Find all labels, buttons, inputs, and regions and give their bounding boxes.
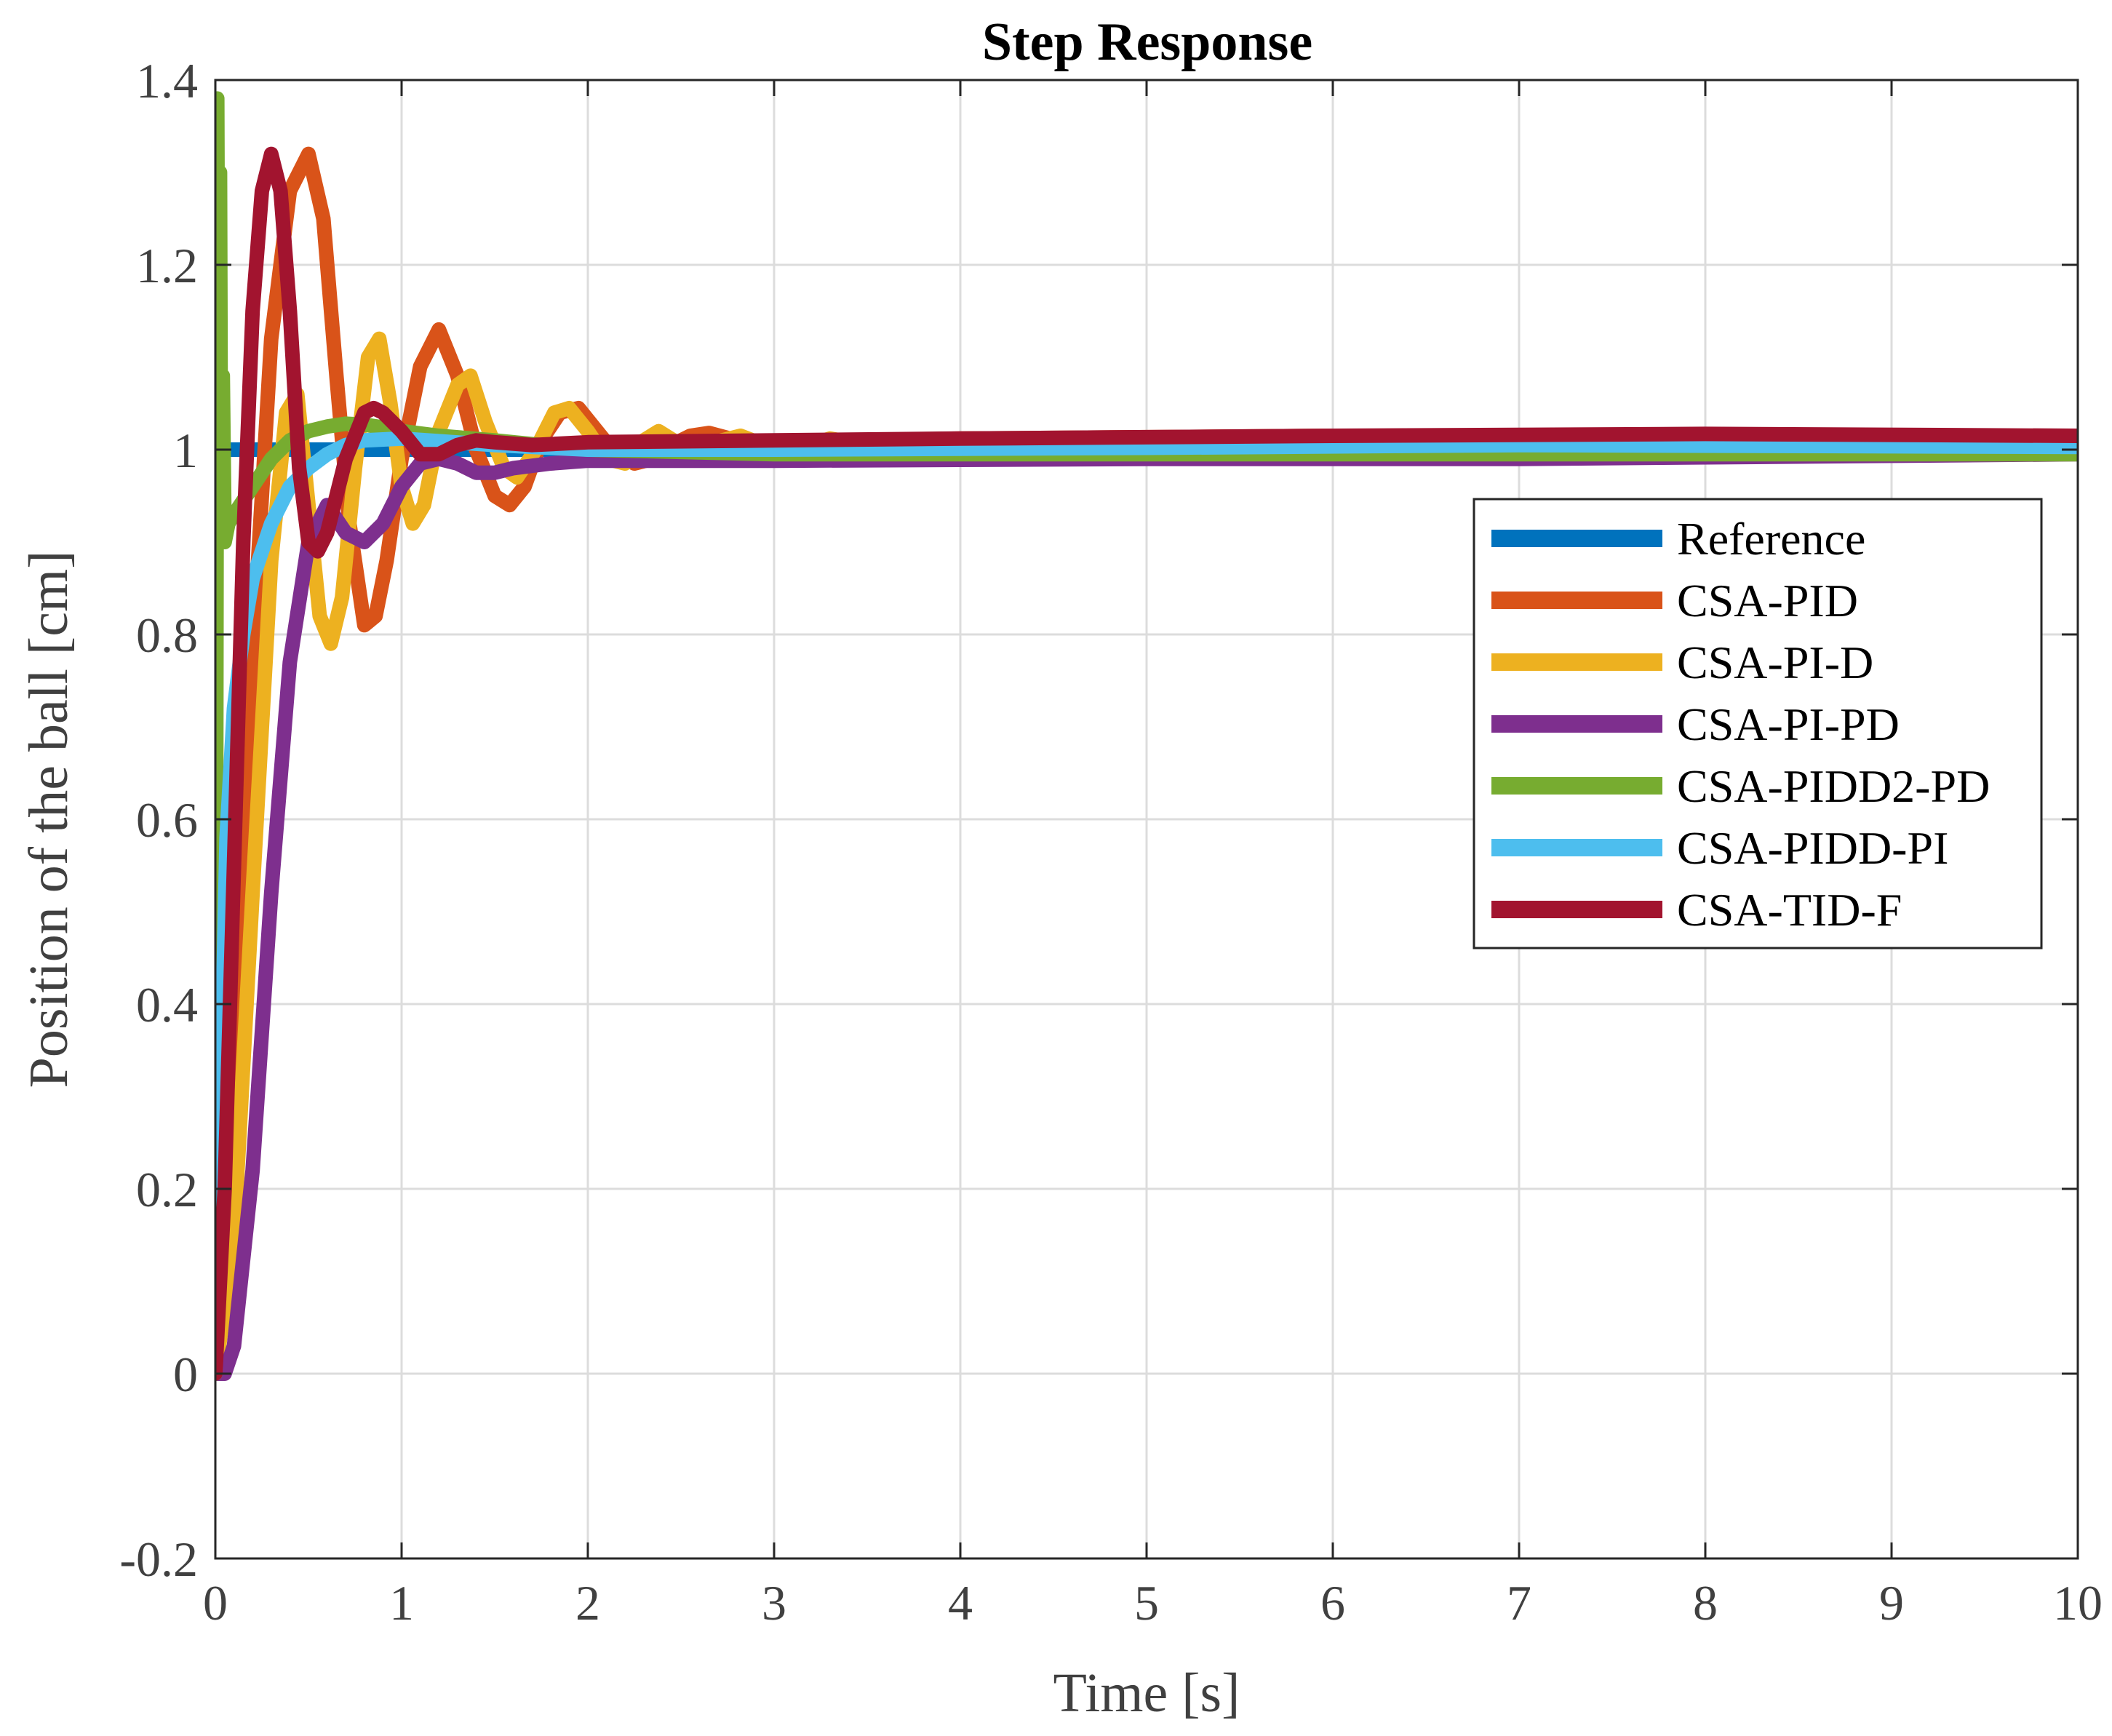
- x-tick-label: 3: [762, 1575, 786, 1631]
- x-tick-label: 2: [575, 1575, 600, 1631]
- x-tick-labels: 0 1 2 3 4 5 6 7 8 9 10: [203, 1575, 2103, 1631]
- y-tick-label: 0.2: [136, 1162, 198, 1217]
- series-layer: [215, 91, 2078, 1381]
- series-line-csa-tid-f: [215, 146, 2078, 1381]
- x-tick-label: 5: [1134, 1575, 1159, 1631]
- y-tick-label: -0.2: [119, 1532, 198, 1587]
- x-tick-label: 6: [1320, 1575, 1345, 1631]
- x-axis-label: Time [s]: [1053, 1663, 1240, 1724]
- x-tick-label: 9: [1879, 1575, 1904, 1631]
- legend-label-csa-pidd-pi: CSA-PIDD-PI: [1677, 822, 1948, 874]
- y-tick-label: 1: [173, 423, 198, 478]
- axis-ticks: [214, 79, 2079, 1560]
- x-tick-label: 4: [948, 1575, 973, 1631]
- y-tick-labels: -0.2 0 0.2 0.4 0.6 0.8 1 1.2 1.4: [119, 53, 198, 1587]
- y-tick-label: 1.4: [136, 53, 198, 108]
- y-tick-label: 0.6: [136, 792, 198, 848]
- x-tick-label: 10: [2053, 1575, 2103, 1631]
- chart-title: Step Response: [982, 12, 1312, 72]
- x-tick-label: 7: [1507, 1575, 1531, 1631]
- y-axis-label: Position of the ball [cm]: [18, 551, 79, 1088]
- y-tick-label: 0: [173, 1347, 198, 1402]
- x-tick-label: 8: [1693, 1575, 1718, 1631]
- y-tick-label: 0.8: [136, 608, 198, 663]
- legend-label-csa-tid-f: CSA-TID-F: [1677, 884, 1902, 936]
- x-tick-label: 0: [203, 1575, 228, 1631]
- legend-label-reference: Reference: [1677, 513, 1865, 565]
- legend-label-csa-pid: CSA-PID: [1677, 575, 1858, 626]
- legend-label-csa-pidd2-pd: CSA-PIDD2-PD: [1677, 760, 1990, 812]
- y-tick-label: 0.4: [136, 977, 198, 1032]
- legend: Reference CSA-PID CSA-PI-D CSA-PI-PD CSA-PID…: [1473, 498, 2043, 949]
- x-tick-label: 1: [389, 1575, 414, 1631]
- y-tick-label: 1.2: [136, 238, 198, 293]
- series-line-csa-pi-pd: [215, 447, 2078, 1381]
- legend-label-csa-pi-pd: CSA-PI-PD: [1677, 698, 1900, 750]
- legend-label-csa-pi-d: CSA-PI-D: [1677, 637, 1873, 688]
